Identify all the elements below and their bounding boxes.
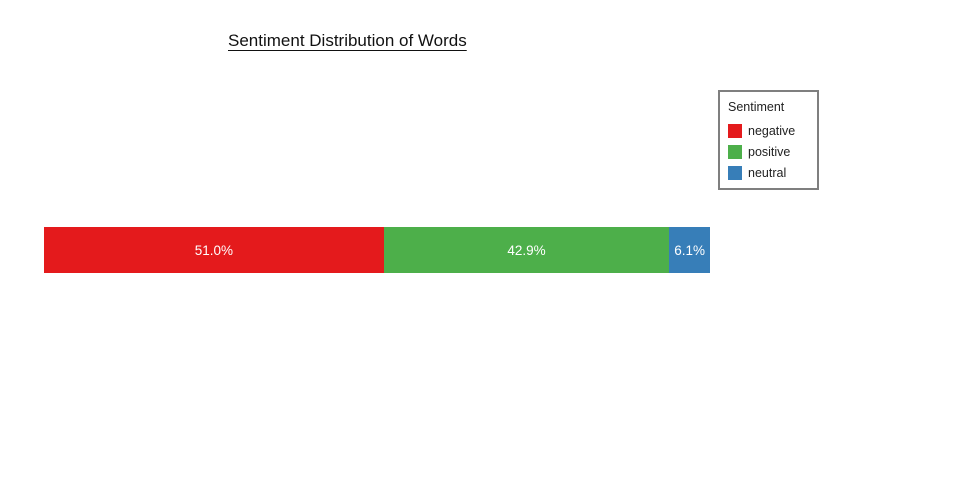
legend-item-label: neutral bbox=[748, 166, 787, 180]
stacked-bar: 51.0% 42.9% 6.1% bbox=[44, 227, 710, 273]
bar-segment-label: 6.1% bbox=[674, 242, 706, 258]
bar-segment-label: 51.0% bbox=[194, 242, 233, 258]
negative-swatch-icon bbox=[728, 124, 742, 138]
neutral-swatch-icon bbox=[728, 166, 742, 180]
positive-swatch-icon bbox=[728, 145, 742, 159]
bar-segment-negative[interactable]: 51.0% bbox=[44, 227, 384, 273]
bar-segment-label: 42.9% bbox=[507, 242, 546, 258]
legend: Sentiment negative positive neutral bbox=[718, 90, 819, 190]
legend-items: negative positive neutral bbox=[728, 124, 809, 180]
legend-item-positive[interactable]: positive bbox=[728, 145, 809, 159]
chart-title: Sentiment Distribution of Words bbox=[228, 31, 467, 50]
legend-item-negative[interactable]: negative bbox=[728, 124, 809, 138]
legend-item-label: positive bbox=[748, 145, 791, 159]
legend-title: Sentiment bbox=[728, 100, 785, 114]
legend-item-label: negative bbox=[748, 124, 796, 138]
bar-segment-positive[interactable]: 42.9% bbox=[383, 227, 670, 273]
bar-segment-neutral[interactable]: 6.1% bbox=[669, 227, 710, 273]
legend-item-neutral[interactable]: neutral bbox=[728, 166, 809, 180]
